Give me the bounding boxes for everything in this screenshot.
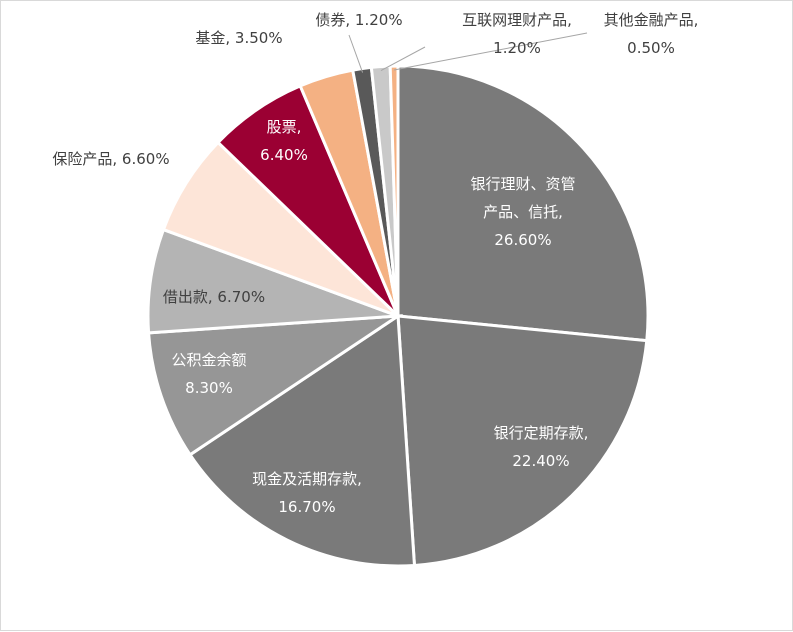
- slice-label-11: 其他金融产品, 0.50%: [604, 11, 699, 57]
- slice-label-10: 互联网理财产品, 1.20%: [462, 11, 572, 57]
- leader-line-11: [394, 32, 588, 71]
- slice-label-line: 公积金余额: [171, 351, 246, 369]
- slice-label-line: 借出款, 6.70%: [163, 288, 265, 306]
- leader-line-10: [380, 46, 426, 72]
- slice-label-7: 股票, 6.40%: [260, 118, 308, 164]
- slice-label-8: 基金, 3.50%: [195, 29, 282, 47]
- slice-label-line: 22.40%: [512, 452, 569, 470]
- pie-slice-1: [396, 64, 650, 343]
- slice-label-9: 债券, 1.20%: [315, 11, 402, 29]
- slice-label-line: 26.60%: [494, 231, 551, 249]
- pie-slice-4: [146, 314, 404, 457]
- slice-label-line: 现金及活期存款,: [252, 470, 362, 488]
- pie-slice-3: [187, 313, 417, 568]
- slice-label-line: 1.20%: [493, 39, 541, 57]
- slice-label-line: 债券, 1.20%: [315, 11, 402, 29]
- slice-label-line: 股票,: [267, 118, 302, 136]
- pie-slice-2: [396, 314, 649, 568]
- slice-label-line: 6.40%: [260, 146, 308, 164]
- slice-label-6: 保险产品, 6.60%: [52, 150, 169, 168]
- slice-label-line: 8.30%: [185, 379, 233, 397]
- leader-line-9: [348, 34, 364, 73]
- slice-label-line: 0.50%: [627, 39, 675, 57]
- pie-slices: [146, 64, 650, 568]
- slice-label-line: 银行理财、资管: [470, 175, 575, 193]
- slice-label-5: 借出款, 6.70%: [163, 288, 265, 306]
- slice-label-4: 公积金余额 8.30%: [171, 351, 246, 397]
- slice-label-line: 互联网理财产品,: [462, 11, 572, 29]
- slice-label-3: 现金及活期存款, 16.70%: [252, 470, 362, 516]
- slice-label-line: 基金, 3.50%: [195, 29, 282, 47]
- slice-label-line: 银行定期存款,: [494, 424, 589, 442]
- slice-labels: 银行理财、资管产品、信托, 26.60% 银行定期存款, 22.40% 现金及活期存款,…: [52, 11, 698, 516]
- leader-lines: [348, 32, 588, 73]
- slice-label-line: 16.70%: [278, 498, 335, 516]
- slice-label-line: 保险产品, 6.60%: [52, 150, 169, 168]
- slice-label-1: 银行理财、资管产品、信托, 26.60%: [470, 175, 575, 249]
- slice-label-line: 产品、信托,: [483, 203, 563, 221]
- slice-label-line: 其他金融产品,: [604, 11, 699, 29]
- slice-label-2: 银行定期存款, 22.40%: [494, 424, 589, 470]
